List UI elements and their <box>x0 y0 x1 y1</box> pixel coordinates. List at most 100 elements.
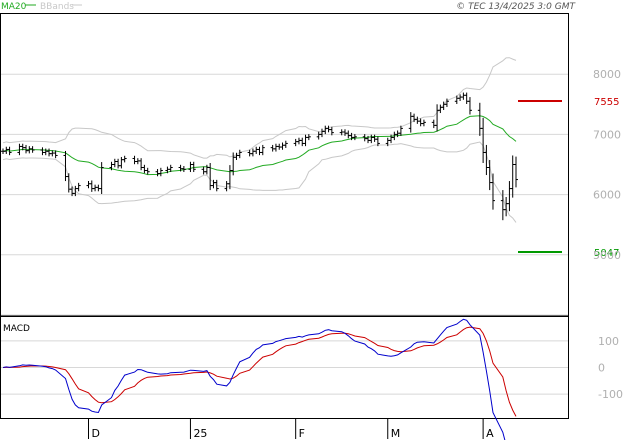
x-tick-label: D <box>92 427 100 440</box>
ma20-legend-label: MA20 <box>1 2 27 12</box>
bbands-layer <box>2 57 517 223</box>
price-bar <box>155 169 160 177</box>
price-bar <box>369 134 374 144</box>
macd-y-tick-label: -100 <box>598 388 623 401</box>
price-bar <box>250 148 255 157</box>
price-bar <box>257 146 262 156</box>
macd-panel-frame <box>0 316 569 419</box>
ma20-layer <box>2 115 517 176</box>
x-tick-label: A <box>486 427 494 440</box>
price-bar <box>303 134 308 147</box>
support-level-label: 5047 <box>594 248 619 259</box>
levels-layer: 7555 5047 <box>518 97 619 259</box>
grid-layer <box>1 73 568 395</box>
price-bar <box>306 134 311 141</box>
macd-y-tick-label: 0 <box>598 362 605 375</box>
price-bar <box>273 143 278 152</box>
price-bar <box>510 155 515 198</box>
price-bar <box>181 166 186 173</box>
price-bar <box>343 129 347 136</box>
price-bar <box>504 197 509 217</box>
price-y-tick-label: 6000 <box>593 189 621 202</box>
bbands-lower-line <box>2 141 517 223</box>
price-y-tick-label: 5000 <box>593 249 621 262</box>
price-bar <box>438 104 443 114</box>
price-bar <box>224 181 229 192</box>
price-bar <box>398 125 403 136</box>
macd-panel-label: MACD <box>3 324 30 334</box>
price-bar <box>280 142 285 150</box>
price-bar <box>260 144 265 156</box>
price-bar <box>481 117 486 163</box>
price-bar <box>319 128 324 138</box>
price-bar <box>40 147 45 156</box>
price-bar <box>490 173 495 210</box>
price-bar <box>86 181 91 189</box>
price-bar <box>415 116 420 124</box>
price-bar <box>352 134 357 141</box>
price-bar <box>296 137 301 145</box>
price-bar <box>214 179 219 192</box>
price-bar <box>132 155 137 165</box>
resistance-level-label: 7555 <box>594 97 619 108</box>
price-bar <box>47 148 52 157</box>
price-bar <box>142 164 147 174</box>
price-bar <box>227 165 232 190</box>
price-bar <box>316 131 321 140</box>
price-bar <box>421 119 426 127</box>
price-bar <box>122 155 127 163</box>
price-bar <box>119 156 124 169</box>
price-bar <box>7 146 12 156</box>
price-bar <box>329 126 334 136</box>
price-bar <box>464 92 469 104</box>
price-bar <box>283 140 288 148</box>
price-y-tick-label: 8000 <box>593 68 621 81</box>
price-bar <box>116 158 121 169</box>
price-bar <box>477 102 482 136</box>
price-bar <box>418 118 423 127</box>
price-bar <box>293 138 298 147</box>
price-bar <box>99 162 104 194</box>
price-bar <box>461 92 466 100</box>
price-bar <box>412 113 417 123</box>
macd-signal-line <box>2 326 517 417</box>
macd-line <box>2 318 506 440</box>
price-bar <box>89 180 94 192</box>
price-bar <box>300 137 305 147</box>
price-bar <box>323 125 328 135</box>
price-bar <box>372 134 377 142</box>
price-bar <box>507 181 512 212</box>
macd-layer <box>2 318 517 440</box>
price-panel-frame <box>0 13 569 316</box>
bbands-legend-label: BBands <box>40 2 74 12</box>
price-bar <box>96 184 101 192</box>
price-bar <box>444 98 449 108</box>
price-bar <box>191 161 196 173</box>
price-bar <box>458 94 463 101</box>
x-tick-label: F <box>299 427 305 440</box>
price-bar <box>93 184 98 192</box>
price-bar <box>145 167 150 175</box>
price-bar <box>254 146 259 154</box>
price-bar <box>30 146 35 153</box>
price-bars-layer <box>1 92 518 221</box>
price-bar <box>139 158 144 171</box>
copyright-label: © TEC 13/4/2025 3:0 GMT <box>456 2 576 12</box>
price-bar <box>467 97 472 115</box>
price-bar <box>514 156 518 188</box>
price-bar <box>112 158 117 168</box>
price-bar <box>76 182 81 192</box>
axis-layer: 5000 6000 7000 8000 D 25 F M A 100 0 -100 <box>88 68 623 440</box>
price-bar <box>168 164 173 173</box>
price-y-tick-label: 7000 <box>593 128 621 141</box>
price-bar <box>270 144 275 152</box>
price-bar <box>435 104 440 132</box>
price-bar <box>408 112 413 133</box>
price-bar <box>188 161 193 173</box>
macd-y-tick-label: 100 <box>598 335 619 348</box>
price-bar <box>487 159 492 191</box>
x-tick-label: M <box>391 427 401 440</box>
ma20-line <box>2 115 517 176</box>
price-bar <box>53 150 58 159</box>
